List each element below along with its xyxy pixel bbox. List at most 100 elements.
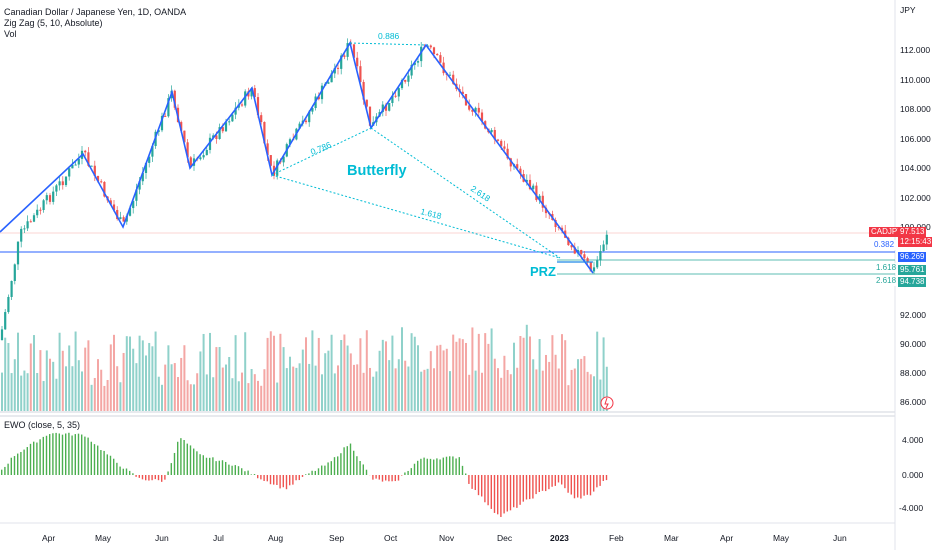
candle-body bbox=[346, 43, 349, 57]
volume-bar bbox=[119, 382, 122, 411]
price-axis[interactable]: JPY 112.000 110.000 108.000 106.000 104.… bbox=[900, 5, 931, 407]
ewo-bar bbox=[532, 475, 534, 499]
volume-bar bbox=[81, 371, 83, 411]
volume-bar bbox=[461, 339, 464, 411]
volume-bar bbox=[186, 380, 189, 411]
ewo-bar bbox=[583, 475, 585, 496]
volume-bar bbox=[122, 352, 125, 411]
candle-body bbox=[218, 127, 221, 139]
volume-bar bbox=[263, 369, 266, 411]
ewo-bar bbox=[279, 475, 281, 489]
ewo-axis[interactable]: 4.000 0.000 -4.000 bbox=[899, 435, 924, 513]
ewo-bar bbox=[241, 468, 243, 475]
candle-body bbox=[586, 258, 589, 263]
candle-body bbox=[580, 249, 583, 255]
candle-body bbox=[333, 67, 336, 74]
volume-legend[interactable]: Vol bbox=[4, 29, 17, 39]
volume-bar bbox=[330, 334, 333, 411]
ewo-bar bbox=[215, 461, 217, 475]
time-label: May bbox=[773, 533, 790, 543]
ewo-bar bbox=[84, 436, 86, 475]
volume-bar bbox=[199, 351, 202, 411]
candle-body bbox=[448, 74, 452, 76]
ewo-legend[interactable]: EWO (close, 5, 35) bbox=[4, 420, 81, 430]
volume-bar bbox=[77, 360, 80, 411]
candle-body bbox=[327, 82, 330, 84]
ewo-bar bbox=[23, 449, 25, 475]
ewo-bar bbox=[4, 466, 6, 475]
ewo-bar bbox=[228, 464, 230, 475]
volume-bar bbox=[241, 372, 243, 411]
candle-body bbox=[109, 200, 112, 205]
ewo-bar bbox=[244, 471, 246, 475]
volume-bar bbox=[17, 332, 19, 411]
volume-bar bbox=[589, 374, 592, 411]
ewo-bar bbox=[285, 475, 288, 490]
candle-body bbox=[407, 75, 410, 82]
volume-bar bbox=[282, 347, 285, 411]
ewo-bar bbox=[189, 445, 192, 475]
ewo-bar bbox=[289, 475, 291, 486]
dividend-marker-icon[interactable] bbox=[600, 396, 614, 410]
volume-bar bbox=[74, 331, 77, 411]
candle-body bbox=[436, 54, 439, 56]
candle-body bbox=[52, 191, 55, 202]
volume-bar bbox=[202, 333, 205, 411]
ewo-bar bbox=[29, 443, 32, 475]
ewo-bar bbox=[426, 458, 428, 475]
ewo-bar bbox=[378, 475, 380, 480]
candle-body bbox=[122, 217, 125, 222]
candle-body bbox=[503, 146, 506, 149]
ewo-bar bbox=[199, 454, 201, 475]
volume-bar bbox=[356, 364, 359, 411]
ewo-bar bbox=[596, 475, 598, 488]
candle-body bbox=[135, 189, 138, 201]
candle-body bbox=[157, 130, 160, 132]
time-axis[interactable]: Apr May Jun Jul Aug Sep Oct Nov Dec 2023… bbox=[42, 533, 847, 543]
candle-body bbox=[311, 108, 314, 112]
volume-bar bbox=[68, 345, 71, 411]
candle-body bbox=[384, 104, 388, 111]
ewo-bar bbox=[481, 475, 483, 497]
ewo-bar bbox=[231, 465, 233, 475]
volume-bar bbox=[545, 354, 547, 411]
candle-body bbox=[394, 95, 397, 97]
ewo-bar bbox=[257, 475, 259, 479]
volume-bar bbox=[1, 372, 3, 411]
volume-bar bbox=[247, 383, 250, 411]
volume-bar bbox=[244, 332, 247, 411]
candle-body bbox=[496, 139, 500, 141]
ewo-bar bbox=[356, 456, 358, 475]
ewo-bar bbox=[577, 475, 579, 498]
candle-body bbox=[480, 112, 484, 122]
volume-bar bbox=[493, 358, 496, 411]
symbol-tag: CADJPY bbox=[869, 227, 905, 237]
ewo-bar bbox=[381, 475, 384, 482]
zigzag-legend[interactable]: Zig Zag (5, 10, Absolute) bbox=[4, 18, 103, 28]
ewo-bar bbox=[445, 456, 448, 475]
volume-bar bbox=[333, 373, 336, 411]
candle-body bbox=[397, 88, 400, 97]
candle-body bbox=[160, 115, 164, 131]
candle-body bbox=[471, 109, 474, 112]
level-2618-label: 2.618 bbox=[874, 276, 899, 286]
ewo-bar bbox=[263, 475, 265, 481]
volume-bar bbox=[52, 361, 55, 411]
butterfly-pattern[interactable] bbox=[271, 42, 561, 259]
ratio-label-2618: 2.618 bbox=[469, 183, 492, 203]
ewo-bar bbox=[103, 450, 105, 475]
volume-bar bbox=[381, 339, 384, 411]
ewo-bar bbox=[506, 475, 508, 512]
ewo-bar bbox=[10, 457, 12, 475]
candle-body bbox=[180, 122, 183, 131]
symbol-legend[interactable]: Canadian Dollar / Japanese Yen, 1D, OAND… bbox=[4, 7, 187, 17]
ewo-bar bbox=[545, 475, 547, 492]
volume-bar bbox=[410, 333, 413, 411]
candle-body bbox=[413, 62, 416, 65]
candle-body bbox=[64, 176, 68, 186]
volume-bar bbox=[420, 371, 423, 411]
candle-body bbox=[148, 156, 151, 163]
ewo-bar bbox=[471, 475, 473, 489]
ewo-bar bbox=[340, 453, 342, 475]
